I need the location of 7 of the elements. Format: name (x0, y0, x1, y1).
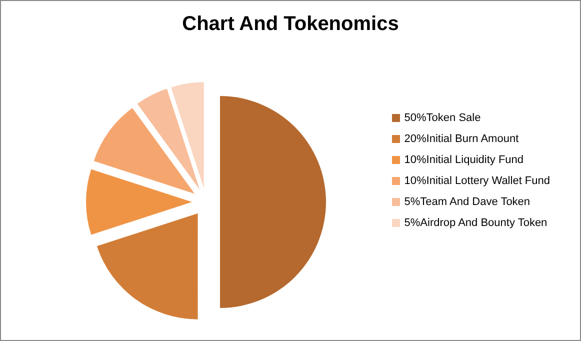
legend-label: 20%Initial Burn Amount (404, 132, 519, 144)
legend-label: 10%Initial Lottery Wallet Fund (404, 174, 550, 186)
legend-label: 50%Token Sale (404, 112, 481, 124)
legend-label: 10%Initial Liquidity Fund (404, 154, 524, 166)
legend-label: 5%Team And Dave Token (404, 196, 530, 208)
legend-label: 5%Airdrop And Bounty Token (404, 216, 548, 228)
chart-title: Chart And Tokenomics (181, 13, 400, 36)
